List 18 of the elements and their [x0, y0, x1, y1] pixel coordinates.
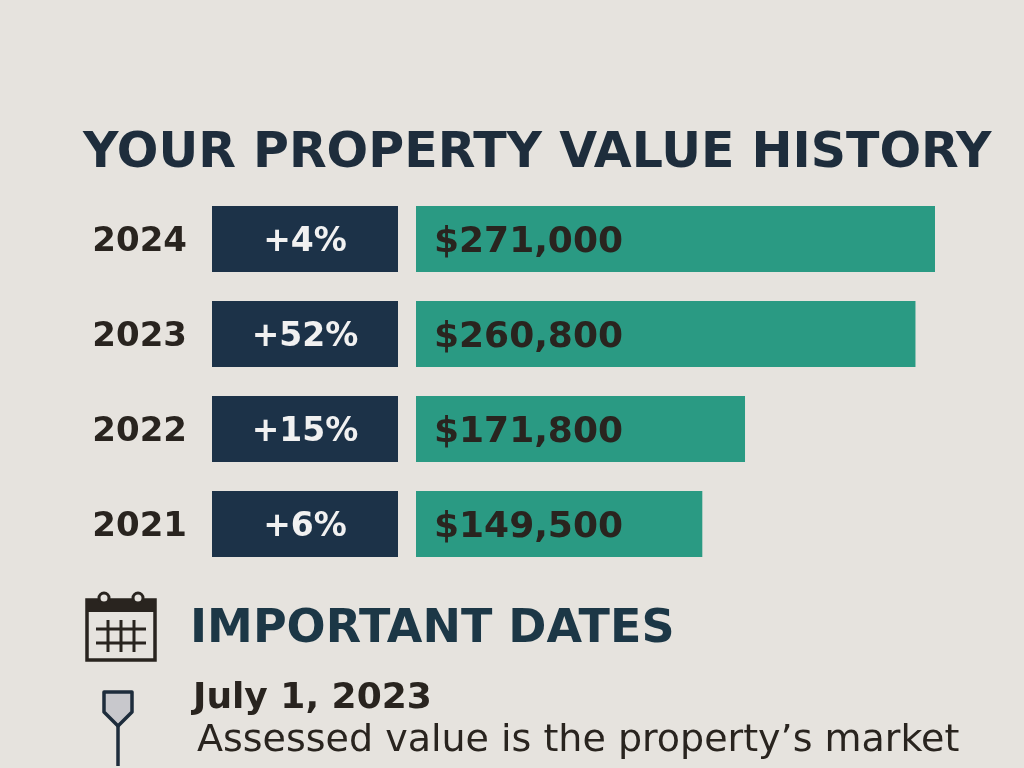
text: +15%: [251, 409, 359, 449]
text: July 1, 2023: [190, 675, 432, 716]
chart-title: YOUR PROPERTY VALUE HISTORY: [82, 122, 993, 179]
y-tick-label: 2022: [92, 408, 187, 449]
bar: [416, 301, 916, 367]
text: Assessed value is the property’s market: [197, 716, 960, 760]
data-label: $271,000: [434, 218, 624, 260]
data-label: $260,800: [434, 313, 624, 355]
text: +4%: [263, 219, 347, 259]
text: +6%: [263, 504, 347, 544]
y-tick-label: 2021: [92, 503, 187, 544]
bar: [416, 206, 935, 272]
data-label: $171,800: [434, 408, 624, 450]
y-tick-label: 2024: [92, 218, 187, 259]
text: +52%: [251, 314, 359, 354]
text: IMPORTANT DATES: [190, 599, 675, 653]
y-tick-label: 2023: [92, 313, 187, 354]
data-label: $149,500: [434, 503, 624, 545]
